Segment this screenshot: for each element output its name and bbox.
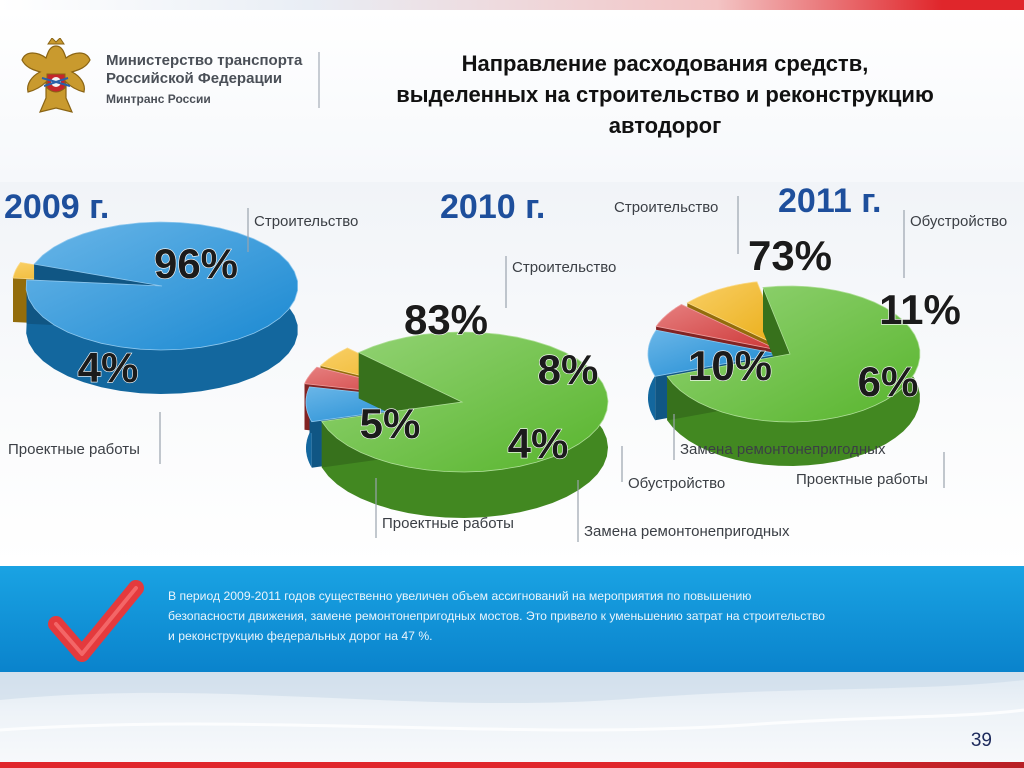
pie-slice <box>25 221 298 394</box>
pie-chart-3: 2011 г. 73% 11% 6% 10% Строительство Обустройс… <box>614 182 1007 488</box>
slice-category-label: Обустройство <box>628 475 725 492</box>
bottom-accent-line <box>0 762 1024 768</box>
chart-title: 2011 г. <box>778 182 881 220</box>
ministry-line-1: Министерство транспорта <box>106 52 303 69</box>
checkmark-icon <box>48 580 144 662</box>
slice-value-label: 8% <box>538 346 599 393</box>
pie-slice <box>321 331 609 518</box>
ministry-short-name: Минтранс России <box>106 92 211 106</box>
page-number: 39 <box>970 730 992 751</box>
header-divider <box>318 52 320 108</box>
slide-header: Министерство транспорта Российской Федер… <box>0 10 1024 182</box>
info-text-line-1: В период 2009-2011 годов существенно уве… <box>168 589 752 603</box>
slice-value-label: 4% <box>508 420 569 467</box>
double-headed-eagle-emblem-icon <box>21 38 91 113</box>
slice-value-label: 73% <box>748 232 832 279</box>
info-text-line-2: безопасности движения, замене ремонтонеп… <box>168 609 826 623</box>
pie-chart-1: 2009 г. 96% 4% Строительство Проектные работ… <box>4 188 358 464</box>
slice-value-label: 4% <box>78 344 139 391</box>
slice-value-label: 6% <box>858 358 919 405</box>
slice-category-label: Проектные работы <box>796 471 928 488</box>
slice-value-label: 5% <box>360 400 421 447</box>
slice-category-label: Строительство <box>512 259 616 276</box>
slice-value-label: 11% <box>879 286 961 333</box>
slice-value-label: 83% <box>404 296 488 343</box>
slice-category-label: Проектные работы <box>8 441 140 458</box>
slice-category-label: Строительство <box>254 213 358 230</box>
slice-category-label: Строительство <box>614 199 718 216</box>
slide-title-line-2: выделенных на строительство и реконструк… <box>396 82 934 107</box>
bottom-decoration <box>0 672 1024 762</box>
slide-title-line-1: Направление расходования средств, <box>461 51 869 76</box>
slice-category-label: Обустройство <box>910 213 1007 230</box>
pie-slice <box>666 285 921 466</box>
bottom-wave-decoration <box>0 672 1024 732</box>
chart-title: 2010 г. <box>440 188 545 226</box>
top-accent-stripe <box>0 0 1024 10</box>
info-band: В период 2009-2011 годов существенно уве… <box>0 566 1024 672</box>
pie-charts-canvas: 2009 г. 96% 4% Строительство Проектные работ… <box>4 182 1007 542</box>
slide-title: Направление расходования средств, выделе… <box>330 48 1000 141</box>
slice-category-label: Замена ремонтонепригодных <box>584 523 790 540</box>
slice-category-label: Проектные работы <box>382 515 514 532</box>
slice-value-label: 96% <box>154 240 238 287</box>
slice-category-label: Замена ремонтонепригодных <box>680 441 886 458</box>
slide-title-line-3: автодорог <box>608 113 722 138</box>
info-text: В период 2009-2011 годов существенно уве… <box>168 586 928 646</box>
slice-value-label: 10% <box>688 342 772 389</box>
chart-title: 2009 г. <box>4 188 109 226</box>
ministry-line-2: Российской Федерации <box>106 70 283 87</box>
ministry-name: Министерство транспорта Российской Федер… <box>106 52 302 107</box>
pie-charts-area: 2009 г. 96% 4% Строительство Проектные работ… <box>0 182 1024 566</box>
info-text-line-3: и реконструкцию федеральных дорог на 47 … <box>168 629 433 643</box>
pie-chart-2: 2010 г. 83% 8% 4% 5% Строительство Обустройств… <box>303 188 790 542</box>
